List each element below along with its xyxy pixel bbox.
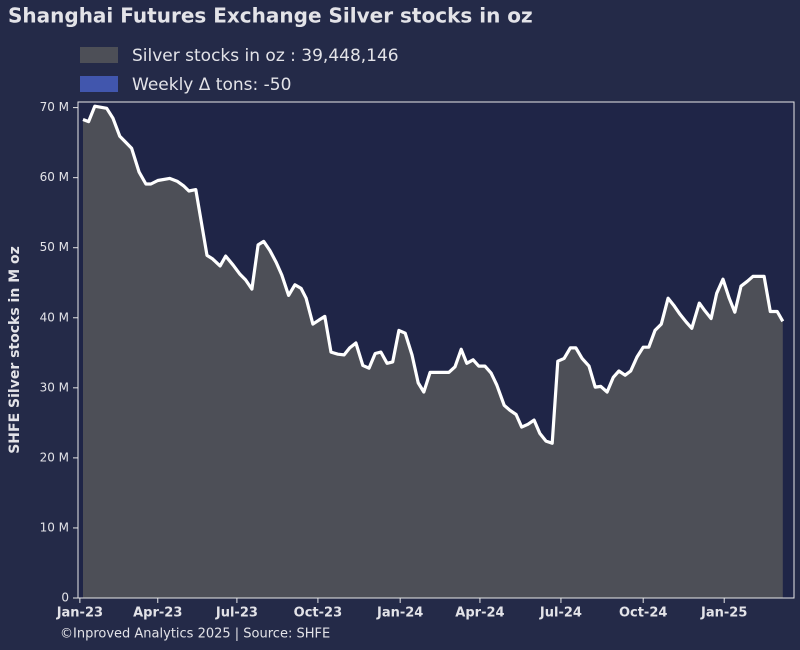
chart-title: Shanghai Futures Exchange Silver stocks … [8, 4, 533, 28]
y-tick-label: 20 M [40, 450, 69, 464]
y-axis-label: SHFE Silver stocks in M oz [7, 246, 23, 454]
footer: ©Inproved Analytics 2025 | Source: SHFE [60, 627, 330, 642]
line [82, 104, 785, 445]
area [83, 106, 783, 598]
plot-border [77, 101, 795, 599]
plot [82, 104, 785, 598]
x-tick-label: Jan-23 [56, 606, 103, 621]
x-tick-label: Jan-25 [700, 606, 747, 621]
y-tick-label: 0 [61, 591, 69, 605]
legend-label: Weekly Δ tons: -50 [132, 75, 291, 95]
legend-swatch [80, 47, 118, 63]
x-tick-label: Jan-24 [376, 606, 423, 621]
y-tick-label: 30 M [40, 380, 69, 394]
legend-swatch [80, 76, 118, 92]
x-tick-label: Jul-24 [539, 606, 582, 621]
y-tick-label: 60 M [40, 170, 69, 184]
legend-label: Silver stocks in oz : 39,448,146 [132, 46, 399, 66]
x-tick-label: Jul-23 [215, 606, 258, 621]
y-tick-label: 50 M [40, 240, 69, 254]
y-tick-label: 10 M [40, 520, 69, 534]
y-tick-label: 70 M [40, 100, 69, 114]
x-tick-label: Oct-23 [294, 606, 342, 621]
x-tick-label: Oct-24 [619, 606, 667, 621]
x-tick-label: Apr-24 [455, 606, 504, 621]
x-tick-label: Apr-23 [133, 606, 182, 621]
y-tick-label: 40 M [40, 310, 69, 324]
